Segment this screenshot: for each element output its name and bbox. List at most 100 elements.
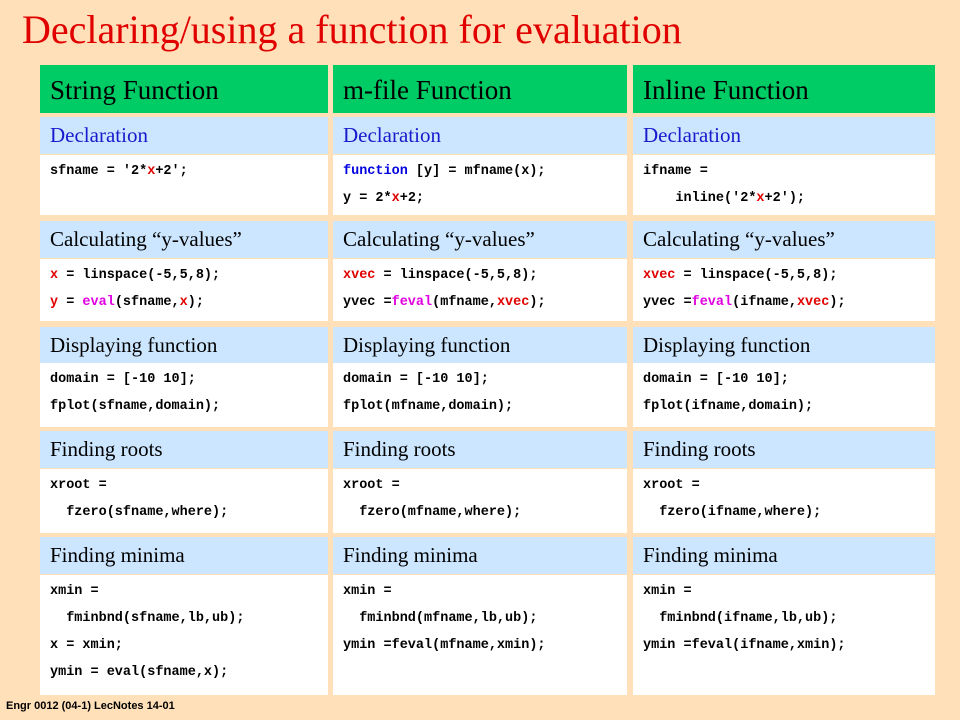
code-token: x [50, 268, 59, 283]
code-box: xmin = fminbnd(sfname,lb,ub); x = xmin; ym… [40, 575, 328, 695]
code-token: function [343, 164, 408, 179]
code-text: fzero(mfname,where); [343, 505, 522, 520]
code-text: xroot = [343, 478, 400, 493]
code-line: xmin = [50, 583, 328, 610]
code-line: x = linspace(-5,5,8); [50, 267, 328, 294]
code-line: xroot = [643, 477, 935, 504]
code-line: xmin = [643, 583, 935, 610]
section-title: Declaration [633, 117, 935, 154]
code-line: fplot(ifname,domain); [643, 398, 935, 425]
code-text: fminbnd(mfname,lb,ub); [343, 611, 538, 626]
code-line: x = xmin; [50, 637, 328, 664]
code-line: xvec = linspace(-5,5,8); [343, 267, 627, 294]
code-line: domain = [-10 10]; [50, 371, 328, 398]
code-line: xmin = [343, 583, 627, 610]
column-header: m-file Function [333, 65, 627, 113]
code-text: ); [529, 295, 546, 310]
code-text: sfname = '2* [50, 164, 148, 179]
code-box: x = linspace(-5,5,8); y = eval(sfname,x); [40, 259, 328, 321]
code-line: yvec =feval(ifname,xvec); [643, 294, 935, 321]
code-line: xroot = [343, 477, 627, 504]
code-text: = [58, 295, 83, 310]
code-token: xvec [796, 295, 830, 310]
section-title: Finding roots [333, 431, 627, 468]
code-line: ifname = [643, 163, 935, 190]
code-line: ymin =feval(mfname,xmin); [343, 637, 627, 664]
column-header: String Function [40, 65, 328, 113]
section-title: Finding minima [40, 537, 328, 574]
code-token: x [756, 191, 765, 206]
code-line: ymin = eval(sfname,x); [50, 664, 328, 691]
section-title: Calculating “y-values” [333, 221, 627, 258]
code-text: fplot(mfname,domain); [343, 399, 514, 414]
code-token: xvec [496, 295, 530, 310]
code-box: xvec = linspace(-5,5,8); yvec =feval(ifna… [633, 259, 935, 321]
code-box: function [y] = mfname(x); y = 2*x+2; [333, 155, 627, 215]
code-box: xvec = linspace(-5,5,8); yvec =feval(mfna… [333, 259, 627, 321]
code-text: ymin =feval(mfname,xmin); [343, 638, 546, 653]
section-title: Calculating “y-values” [633, 221, 935, 258]
code-box: xmin = fminbnd(ifname,lb,ub); ymin =feval… [633, 575, 935, 695]
section-title: Declaration [40, 117, 328, 154]
code-token: y [50, 295, 59, 310]
section-title: Displaying function [333, 327, 627, 364]
footer: Engr 0012 (04-1) LecNotes 14-01 [6, 700, 175, 712]
code-line: fzero(mfname,where); [343, 504, 627, 531]
code-line: ymin =feval(ifname,xmin); [643, 637, 935, 664]
code-line: fminbnd(mfname,lb,ub); [343, 610, 627, 637]
code-text: xmin = [50, 584, 99, 599]
code-text: ); [187, 295, 204, 310]
code-text: +2; [399, 191, 425, 206]
code-line: xvec = linspace(-5,5,8); [643, 267, 935, 294]
code-text: fzero(ifname,where); [643, 505, 822, 520]
code-box: domain = [-10 10]; fplot(sfname,domain); [40, 363, 328, 427]
code-line: domain = [-10 10]; [343, 371, 627, 398]
code-box: ifname = inline('2*x+2'); [633, 155, 935, 215]
code-text: inline('2* [643, 191, 757, 206]
code-token: x [147, 164, 156, 179]
code-text: (ifname, [732, 295, 797, 310]
code-token: feval [691, 295, 733, 310]
code-text: y = 2* [343, 191, 392, 206]
section-title: Calculating “y-values” [40, 221, 328, 258]
code-text: ifname = [643, 164, 708, 179]
code-line: sfname = '2*x+2'; [50, 163, 328, 190]
code-token: xvec [343, 268, 376, 283]
code-line: inline('2*x+2'); [643, 190, 935, 217]
section-title: Displaying function [40, 327, 328, 364]
code-line: fminbnd(sfname,lb,ub); [50, 610, 328, 637]
code-box: xroot = fzero(mfname,where); [333, 469, 627, 533]
code-line: fminbnd(ifname,lb,ub); [643, 610, 935, 637]
code-line: y = eval(sfname,x); [50, 294, 328, 321]
code-text: (mfname, [432, 295, 497, 310]
code-line: xroot = [50, 477, 328, 504]
code-text: fminbnd(ifname,lb,ub); [643, 611, 838, 626]
code-text: xmin = [643, 584, 692, 599]
code-box: xroot = fzero(ifname,where); [633, 469, 935, 533]
code-text: fzero(sfname,where); [50, 505, 229, 520]
code-text: domain = [-10 10]; [643, 372, 789, 387]
code-text: +2'); [764, 191, 806, 206]
code-line: domain = [-10 10]; [643, 371, 935, 398]
column: String Function Declaration sfname = '2*x+… [40, 65, 328, 695]
code-token: eval [82, 295, 115, 310]
code-text: = linspace(-5,5,8); [58, 268, 221, 283]
code-box: domain = [-10 10]; fplot(mfname,domain); [333, 363, 627, 427]
code-text: xmin = [343, 584, 392, 599]
code-token: x [391, 191, 400, 206]
code-text: ymin = eval(sfname,x); [50, 665, 229, 680]
code-text: ); [829, 295, 846, 310]
code-line: function [y] = mfname(x); [343, 163, 627, 190]
section-title: Finding roots [40, 431, 328, 468]
code-text: fminbnd(sfname,lb,ub); [50, 611, 245, 626]
code-text: fplot(ifname,domain); [643, 399, 814, 414]
code-box: domain = [-10 10]; fplot(ifname,domain); [633, 363, 935, 427]
code-line: fzero(ifname,where); [643, 504, 935, 531]
code-box: sfname = '2*x+2'; [40, 155, 328, 215]
code-line: y = 2*x+2; [343, 190, 627, 217]
code-box: xroot = fzero(sfname,where); [40, 469, 328, 533]
code-text: = linspace(-5,5,8); [675, 268, 838, 283]
code-text: xroot = [50, 478, 107, 493]
code-box: xmin = fminbnd(mfname,lb,ub); ymin =feval… [333, 575, 627, 695]
